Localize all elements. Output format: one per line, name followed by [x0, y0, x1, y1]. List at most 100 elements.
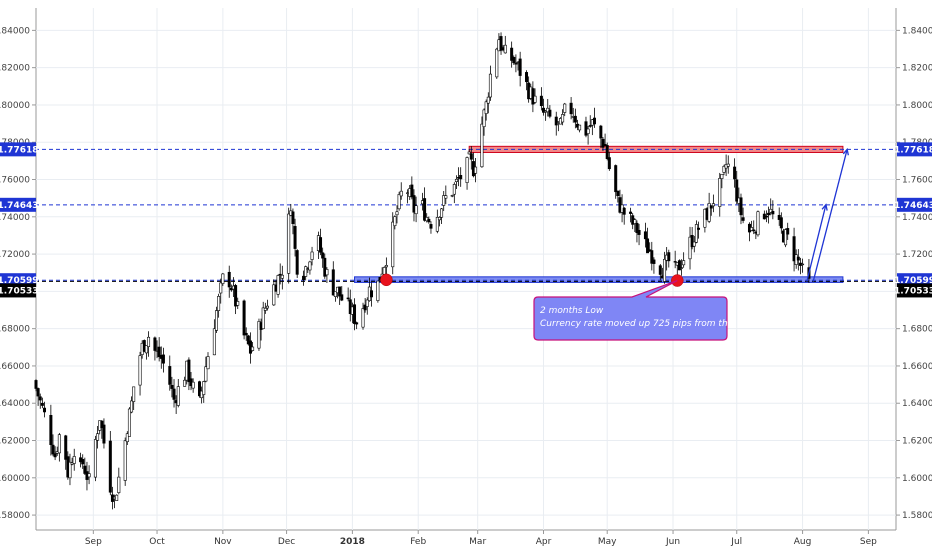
level-tag-right [897, 197, 932, 212]
candle-body [353, 304, 357, 324]
horizontal-levels[interactable] [0, 148, 932, 282]
candle-body [486, 96, 490, 104]
candle-body [117, 476, 121, 493]
candle-body [756, 211, 760, 236]
candle-body [771, 211, 775, 215]
candle-body [363, 304, 367, 311]
candle-body [779, 217, 783, 229]
candle-body [227, 271, 231, 288]
candle-body [287, 213, 291, 274]
candle-body [176, 386, 180, 406]
tick-label-right: 1.72000 [902, 250, 932, 260]
tick-label-left: 1.66000 [0, 362, 30, 372]
tick-label-left: 1.62000 [0, 437, 30, 447]
candle-body [605, 145, 609, 159]
candle-body [450, 195, 454, 197]
candle-body [427, 218, 431, 223]
annotation-line-2: Currency rate moved up 725 pips from thi… [540, 319, 760, 329]
candle-body [697, 227, 701, 230]
candle-body [711, 203, 715, 207]
candle-body [616, 190, 620, 197]
candle-body [399, 190, 403, 197]
level-tag-right [897, 142, 932, 157]
candle-body [548, 109, 552, 117]
level-text-left: 1.74643 [0, 201, 39, 211]
arrow-head [821, 203, 828, 211]
candle-body [680, 267, 684, 269]
candle-body [769, 208, 773, 213]
candle-body [733, 166, 737, 180]
level-text-left: 1.77618 [0, 145, 39, 155]
candle-body [673, 261, 677, 263]
candle-body [246, 335, 250, 345]
tick-label-left: 1.74000 [0, 213, 30, 223]
left-price-axis[interactable]: 1.840001.820001.800001.780001.760001.740… [0, 26, 36, 521]
candle-body [410, 184, 414, 198]
candle-body [308, 261, 312, 271]
tick-label-left: 1.82000 [0, 64, 30, 74]
candle-body [393, 216, 397, 227]
candle-body [480, 123, 484, 168]
candle-body [278, 273, 282, 276]
month-label: Sep [85, 537, 102, 547]
candle-body [304, 266, 308, 277]
candle-body [34, 380, 38, 389]
tick-label-left: 1.60000 [0, 474, 30, 484]
candle-body [474, 166, 478, 174]
month-label: Dec [278, 537, 295, 547]
candle-body [588, 125, 592, 127]
candle-body [68, 461, 72, 479]
candle-body [102, 424, 106, 444]
candle-body [272, 284, 276, 306]
candle-body [437, 217, 441, 221]
level-tag-right [897, 283, 932, 298]
level-text-left: 1.70599 [0, 276, 39, 286]
candle-body [251, 346, 255, 351]
candle-body [692, 241, 696, 247]
candle-body [115, 494, 119, 501]
arrow-head [842, 147, 849, 156]
candle-body [412, 195, 416, 213]
candle-body [503, 44, 507, 54]
candle-body [709, 205, 713, 209]
candle-body [637, 229, 641, 235]
candle-body [561, 114, 565, 123]
candle-body [525, 72, 529, 83]
time-axis[interactable]: Sep Oct Nov Dec 2018 Feb Mar Apr May Jun Jul Aug Sep [85, 530, 877, 547]
candle-body [100, 420, 104, 429]
level-text-right: 1.77618 [894, 145, 932, 155]
candle-body [452, 184, 456, 195]
annotation-callout[interactable]: 2 months Low Currency rate moved up 725 … [533, 279, 760, 341]
level-tag-left [0, 197, 36, 212]
candle-body [321, 252, 325, 259]
candle-body [444, 195, 448, 199]
candle-body [147, 336, 151, 347]
candle-body [265, 305, 269, 309]
candle-body [435, 216, 439, 232]
candle-body [365, 299, 369, 307]
candle-body [72, 456, 76, 464]
candle-body [333, 291, 337, 297]
candle-body [469, 153, 473, 160]
month-label: Jul [730, 537, 742, 547]
candle-body [319, 237, 323, 253]
candle-body [750, 227, 754, 231]
candle-body [533, 95, 537, 103]
candle-body [423, 198, 427, 221]
zone-support [354, 276, 844, 283]
candle-body [652, 259, 656, 264]
candle-body [382, 267, 386, 275]
tick-label-right: 1.62000 [902, 437, 932, 447]
candlestick-series [34, 32, 811, 510]
candle-body [629, 211, 633, 214]
tick-label-left: 1.64000 [0, 399, 30, 409]
candle-body [499, 36, 503, 51]
tick-label-right: 1.64000 [902, 399, 932, 409]
candle-body [677, 260, 681, 271]
candle-body [739, 197, 743, 216]
candle-body [395, 211, 399, 216]
candle-body [295, 250, 299, 275]
tick-label-left: 1.84000 [0, 26, 30, 36]
